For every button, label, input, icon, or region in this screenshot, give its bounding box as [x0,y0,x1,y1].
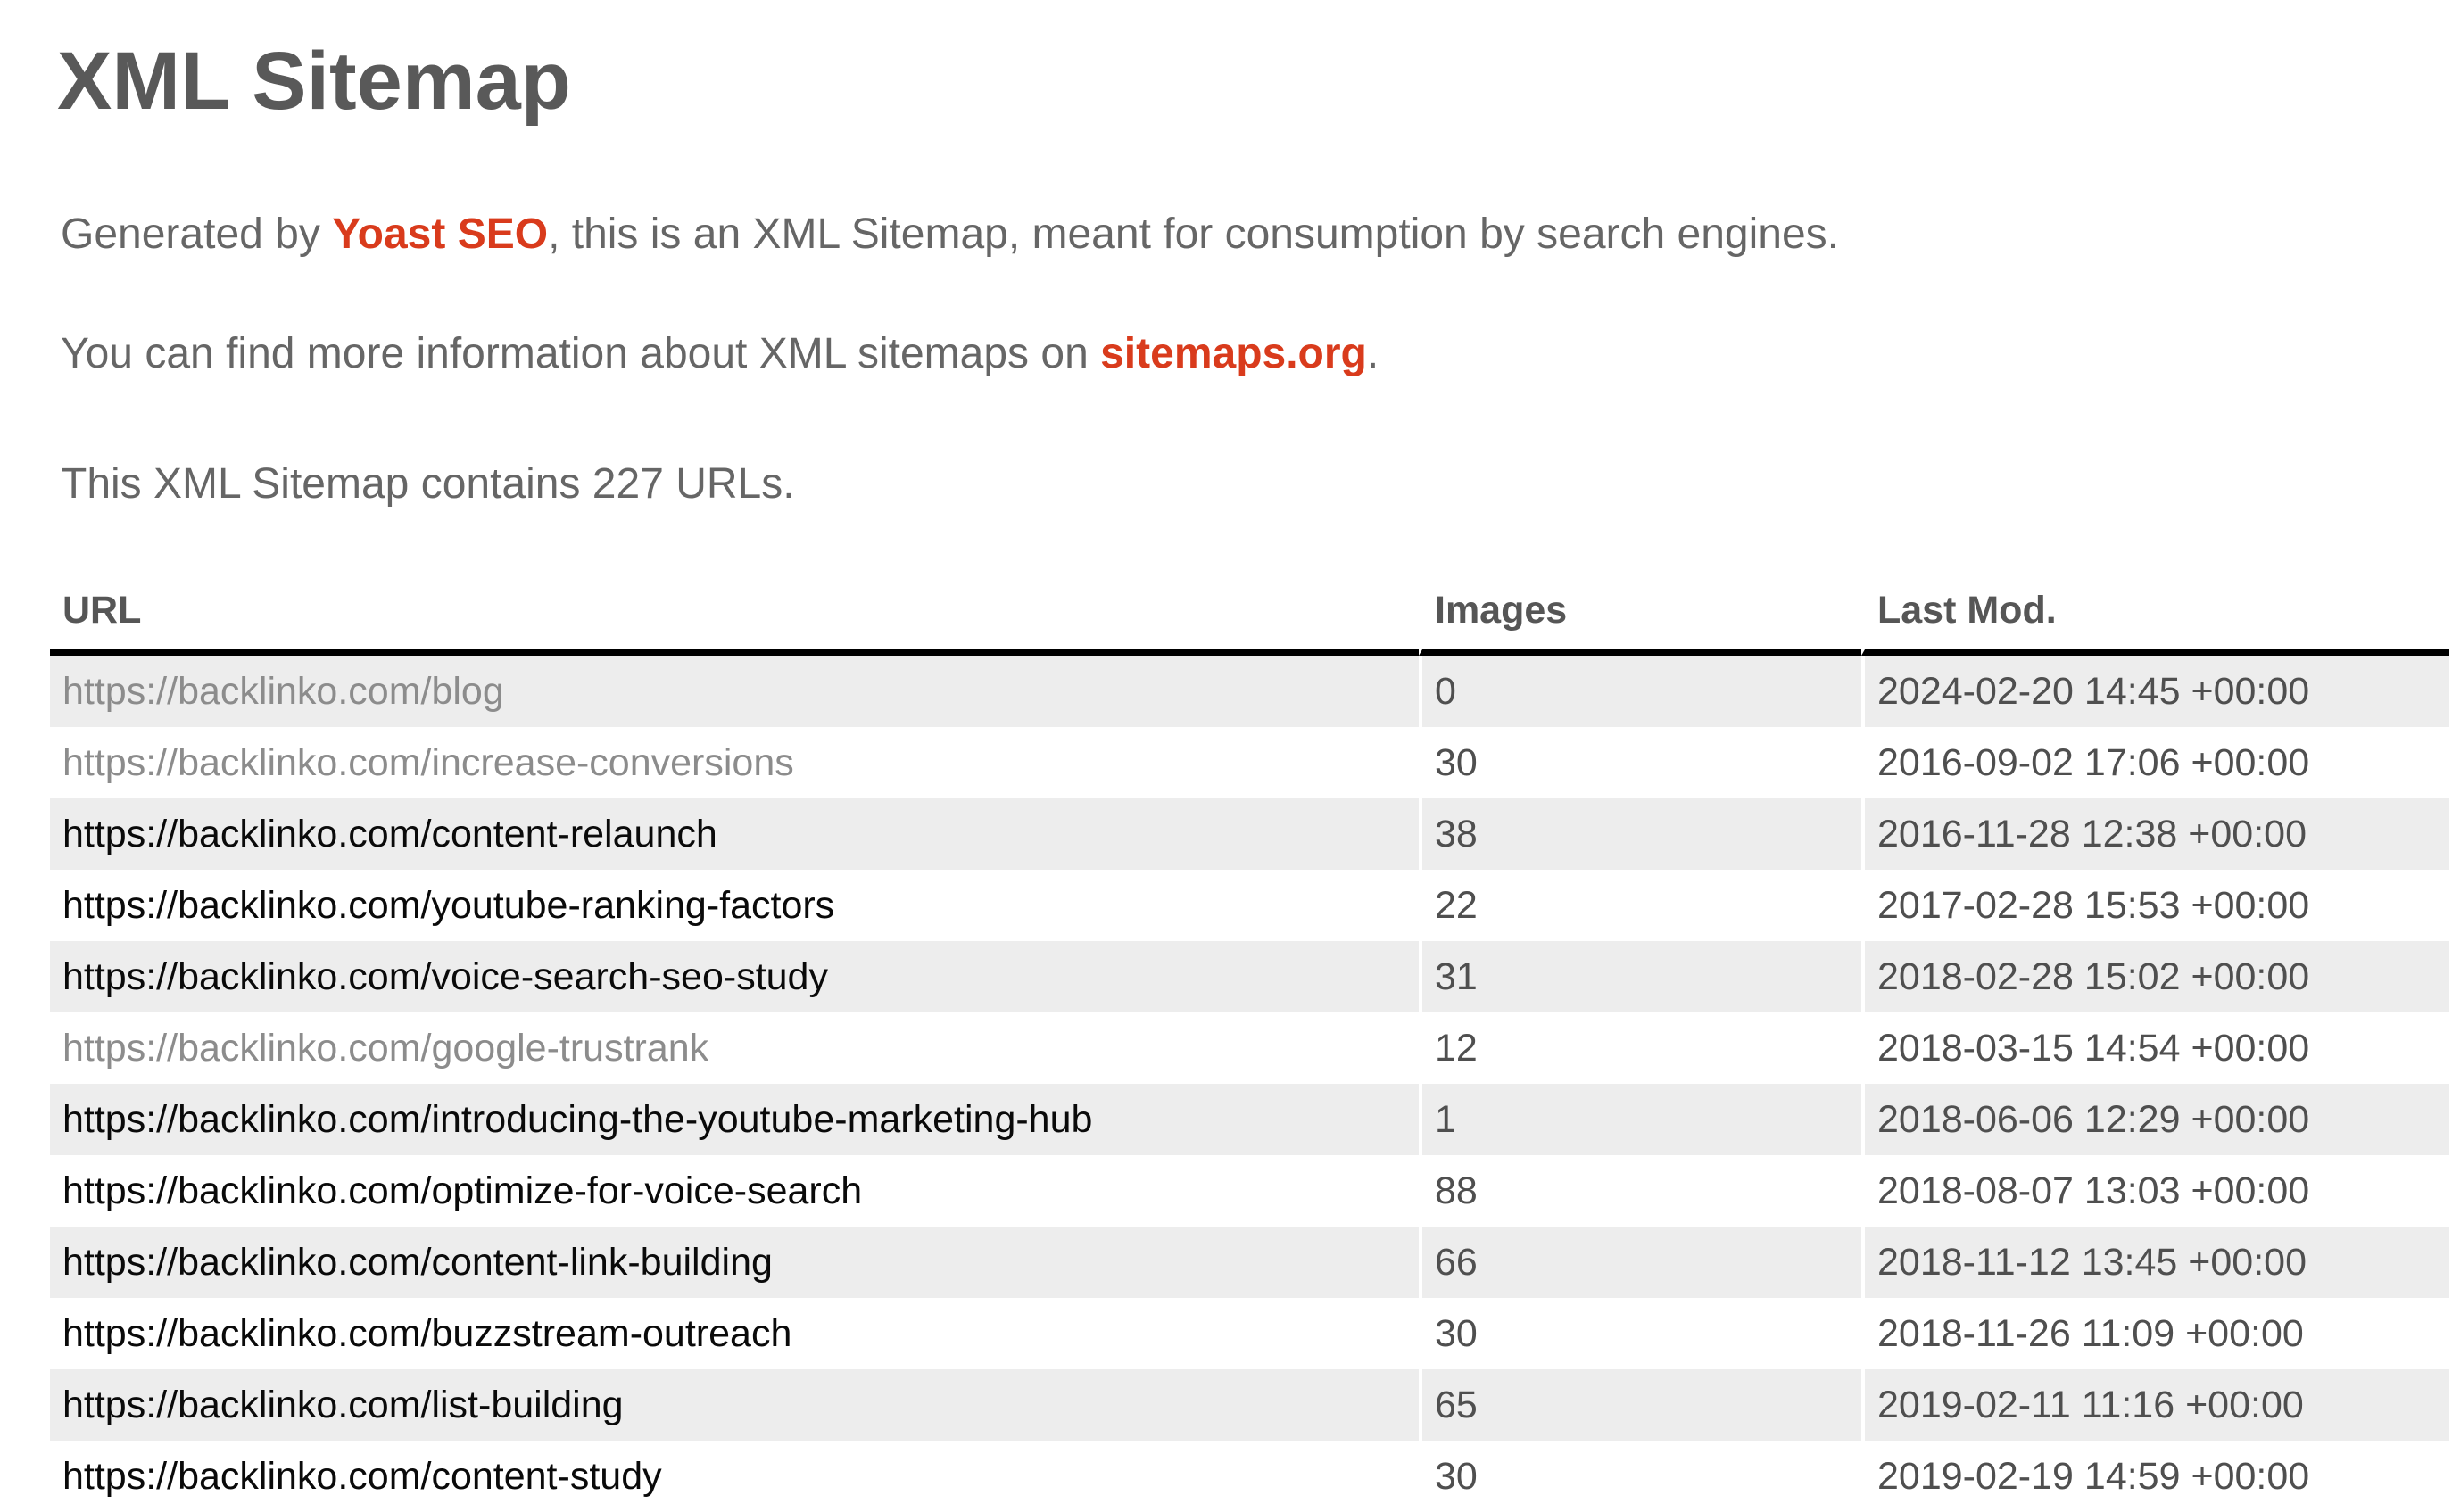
sitemap-url-link[interactable]: https://backlinko.com/optimize-for-voice… [62,1169,863,1212]
sitemap-url-link[interactable]: https://backlinko.com/list-building [62,1383,624,1426]
table-row: https://backlinko.com/introducing-the-yo… [50,1084,2449,1155]
lastmod-cell: 2018-11-26 11:09 +00:00 [1861,1298,2449,1369]
lastmod-cell: 2024-02-20 14:45 +00:00 [1861,656,2449,727]
table-row: https://backlinko.com/content-link-build… [50,1227,2449,1298]
url-cell: https://backlinko.com/youtube-ranking-fa… [50,870,1419,941]
url-cell: https://backlinko.com/google-trustrank [50,1012,1419,1084]
sitemap-url-link[interactable]: https://backlinko.com/buzzstream-outreac… [62,1311,792,1355]
images-count-cell: 30 [1419,1441,1861,1512]
lastmod-cell: 2016-11-28 12:38 +00:00 [1861,798,2449,870]
intro-generated-by-rest: , this is an XML Sitemap, meant for cons… [548,211,1839,258]
table-row: https://backlinko.com/optimize-for-voice… [50,1155,2449,1227]
table-row: https://backlinko.com/content-relaunch 38… [50,798,2449,870]
column-header-lastmod: Last Mod. [1861,583,2449,656]
url-cell: https://backlinko.com/increase-conversio… [50,727,1419,798]
url-cell: https://backlinko.com/voice-search-seo-s… [50,941,1419,1012]
sitemap-url-link[interactable]: https://backlinko.com/content-study [62,1454,662,1498]
images-count-cell: 30 [1419,727,1861,798]
url-cell: https://backlinko.com/blog [50,656,1419,727]
lastmod-cell: 2019-02-11 11:16 +00:00 [1861,1369,2449,1441]
images-count-cell: 30 [1419,1298,1861,1369]
lastmod-cell: 2018-03-15 14:54 +00:00 [1861,1012,2449,1084]
lastmod-cell: 2018-08-07 13:03 +00:00 [1861,1155,2449,1227]
intro-more-info: You can find more information about XML … [61,326,2452,382]
sitemap-url-link[interactable]: https://backlinko.com/content-relaunch [62,812,717,855]
images-count-cell: 0 [1419,656,1861,727]
yoast-seo-link[interactable]: Yoast SEO [332,211,549,258]
sitemap-url-link[interactable]: https://backlinko.com/voice-search-seo-s… [62,954,828,998]
table-row: https://backlinko.com/youtube-ranking-fa… [50,870,2449,941]
sitemap-url-link[interactable]: https://backlinko.com/youtube-ranking-fa… [62,883,835,927]
lastmod-cell: 2018-06-06 12:29 +00:00 [1861,1084,2449,1155]
sitemap-table: URL Images Last Mod. https://backlinko.c… [50,583,2449,1512]
images-count-cell: 22 [1419,870,1861,941]
table-row: https://backlinko.com/voice-search-seo-s… [50,941,2449,1012]
url-cell: https://backlinko.com/content-study [50,1441,1419,1512]
sitemap-url-link[interactable]: https://backlinko.com/content-link-build… [62,1240,773,1284]
images-count-cell: 38 [1419,798,1861,870]
intro-generated-by-text: Generated by [61,211,333,258]
url-cell: https://backlinko.com/list-building [50,1369,1419,1441]
table-row: https://backlinko.com/buzzstream-outreac… [50,1298,2449,1369]
sitemap-page: XML Sitemap Generated by Yoast SEO, this… [0,32,2452,1512]
table-row: https://backlinko.com/list-building 65 201… [50,1369,2449,1441]
page-title: XML Sitemap [57,36,571,127]
images-count-cell: 31 [1419,941,1861,1012]
table-row: https://backlinko.com/blog 0 2024-02-20 14… [50,656,2449,727]
table-row: https://backlinko.com/increase-conversio… [50,727,2449,798]
lastmod-cell: 2018-02-28 15:02 +00:00 [1861,941,2449,1012]
sitemap-url-link[interactable]: https://backlinko.com/blog [62,669,504,713]
lastmod-cell: 2017-02-28 15:53 +00:00 [1861,870,2449,941]
intro-more-info-rest: . [1366,330,1379,377]
url-cell: https://backlinko.com/content-relaunch [50,798,1419,870]
sitemap-url-link[interactable]: https://backlinko.com/google-trustrank [62,1026,709,1070]
column-header-url: URL [50,583,1419,656]
images-count-cell: 1 [1419,1084,1861,1155]
url-cell: https://backlinko.com/buzzstream-outreac… [50,1298,1419,1369]
table-header-row: URL Images Last Mod. [50,583,2449,656]
intro-generated-by: Generated by Yoast SEO, this is an XML S… [61,207,2452,262]
images-count-cell: 65 [1419,1369,1861,1441]
images-count-cell: 88 [1419,1155,1861,1227]
url-cell: https://backlinko.com/content-link-build… [50,1227,1419,1298]
images-count-cell: 66 [1419,1227,1861,1298]
url-count-line: This XML Sitemap contains 227 URLs. [61,460,795,508]
table-row: https://backlinko.com/google-trustrank 12… [50,1012,2449,1084]
images-count-cell: 12 [1419,1012,1861,1084]
table-row: https://backlinko.com/content-study 30 201… [50,1441,2449,1512]
intro-more-info-text: You can find more information about XML … [61,330,1101,377]
lastmod-cell: 2018-11-12 13:45 +00:00 [1861,1227,2449,1298]
sitemap-url-link[interactable]: https://backlinko.com/increase-conversio… [62,740,794,784]
sitemap-url-link[interactable]: https://backlinko.com/introducing-the-yo… [62,1097,1093,1141]
url-cell: https://backlinko.com/optimize-for-voice… [50,1155,1419,1227]
lastmod-cell: 2016-09-02 17:06 +00:00 [1861,727,2449,798]
column-header-images: Images [1419,583,1861,656]
lastmod-cell: 2019-02-19 14:59 +00:00 [1861,1441,2449,1512]
sitemaps-org-link[interactable]: sitemaps.org [1100,330,1367,377]
url-cell: https://backlinko.com/introducing-the-yo… [50,1084,1419,1155]
